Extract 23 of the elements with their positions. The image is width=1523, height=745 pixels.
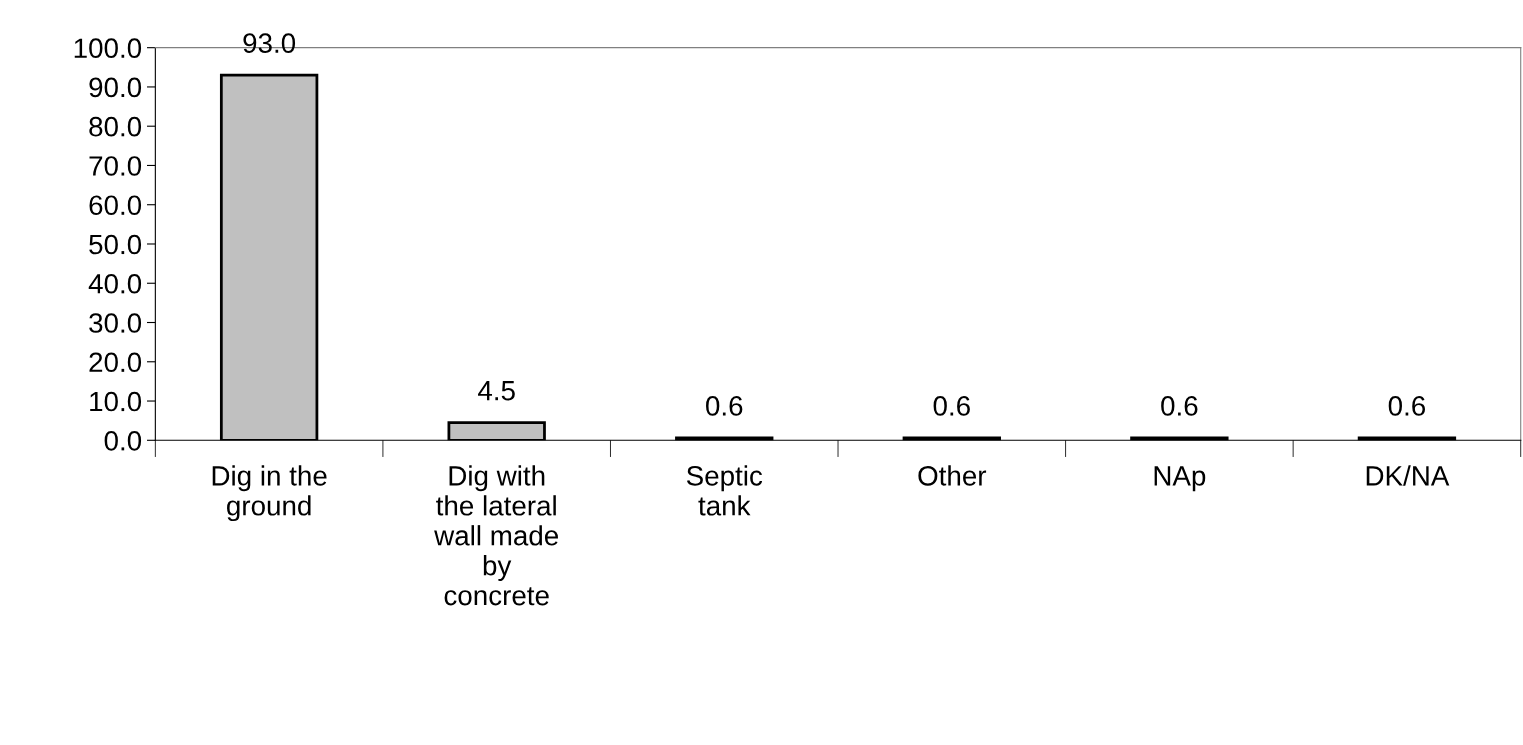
y-tick-label: 10.0 [90,391,142,412]
y-tick-label: 70.0 [89,156,142,176]
y-tick-label: 40.0 [88,273,142,294]
y-tick-label: 80.0 [89,116,142,137]
data-label: 93.0 [243,33,296,54]
x-tick-label: Other [918,465,987,486]
data-label: 4.5 [478,381,515,401]
x-tick-label: DK/NA [1366,465,1450,486]
x-tick-label: Dig with the lateral wall made by concrete [434,465,558,606]
y-tick-label: 90.0 [89,77,142,98]
y-tick-label: 30.0 [89,313,142,333]
y-tick-label: 60.0 [89,195,142,216]
data-label: 0.6 [1161,396,1198,416]
y-tick-label: 100.0 [74,38,142,59]
x-tick-label: Septic tank [686,465,763,516]
x-tick-label: Dig in the ground [212,465,327,522]
y-tick-label: 50.0 [89,234,142,255]
y-tick-label: 0.0 [104,430,142,451]
data-label: 0.6 [933,396,970,416]
data-label: 0.6 [1388,396,1426,416]
data-label: 0.6 [706,396,743,416]
x-tick-label: NAp [1154,466,1206,492]
y-tick-label: 20.0 [89,352,142,373]
